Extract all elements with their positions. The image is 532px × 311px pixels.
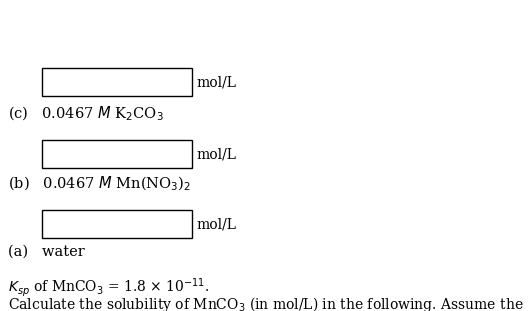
Text: (c)   0.0467 $M$ K$_2$CO$_3$: (c) 0.0467 $M$ K$_2$CO$_3$ xyxy=(8,105,164,123)
FancyBboxPatch shape xyxy=(42,140,192,168)
Text: mol/L: mol/L xyxy=(196,75,236,89)
Text: $K_{sp}$ of MnCO$_3$ = 1.8 × 10$^{-11}$.: $K_{sp}$ of MnCO$_3$ = 1.8 × 10$^{-11}$. xyxy=(8,276,209,299)
FancyBboxPatch shape xyxy=(42,210,192,238)
FancyBboxPatch shape xyxy=(42,68,192,96)
Text: mol/L: mol/L xyxy=(196,217,236,231)
Text: (b)   0.0467 $M$ Mn(NO$_3$)$_2$: (b) 0.0467 $M$ Mn(NO$_3$)$_2$ xyxy=(8,175,191,193)
Text: Calculate the solubility of MnCO$_3$ (in mol/L) in the following. Assume the: Calculate the solubility of MnCO$_3$ (in… xyxy=(8,295,523,311)
Text: mol/L: mol/L xyxy=(196,147,236,161)
Text: (a)   water: (a) water xyxy=(8,245,85,259)
